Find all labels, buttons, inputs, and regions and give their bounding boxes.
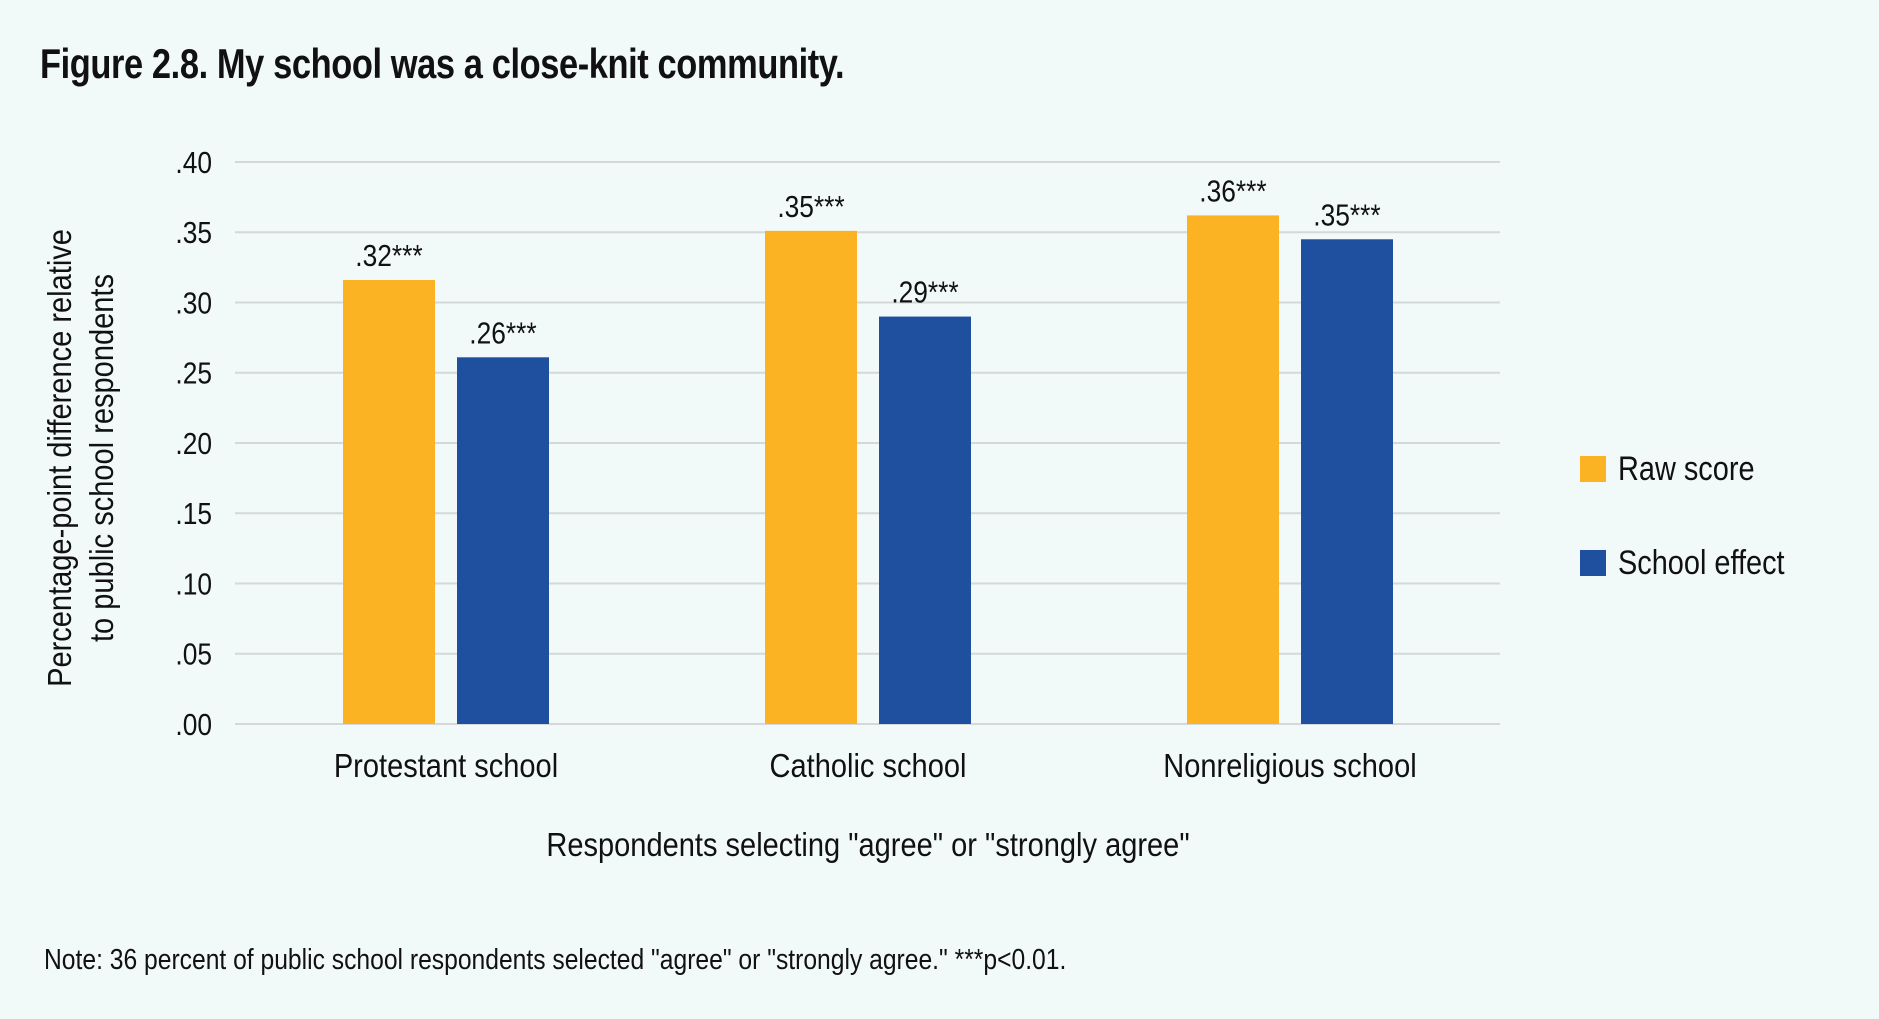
bar-raw-score: [1187, 215, 1279, 724]
y-tick-label: .20: [175, 427, 212, 461]
bar-school-effect: [879, 316, 971, 724]
bar-school-effect: [1301, 239, 1393, 724]
legend-label: Raw score: [1618, 449, 1755, 488]
legend-swatch-raw: [1580, 456, 1606, 482]
y-tick-label: .35: [175, 216, 212, 250]
y-axis-title: Percentage-point difference relative to …: [41, 229, 120, 687]
y-tick-label: .40: [175, 146, 212, 180]
y-tick-label: .15: [175, 497, 212, 531]
y-axis-title-line-2: to public school respondents: [83, 274, 120, 642]
y-tick-label: .25: [175, 357, 212, 391]
y-axis-title-line-1: Percentage-point difference relative: [41, 229, 78, 687]
data-label: .35***: [777, 190, 844, 224]
y-tick-label: .10: [175, 568, 212, 602]
bar-raw-score: [765, 230, 857, 724]
footnote: Note: 36 percent of public school respon…: [44, 944, 1067, 976]
bar-school-effect: [457, 357, 549, 724]
category-label: Nonreligious school: [1163, 747, 1416, 784]
data-label: .32***: [355, 239, 422, 273]
legend-item-school-effect: School effect: [1580, 540, 1814, 586]
y-tick-label: .00: [175, 708, 212, 742]
bars: .32*** .26*** .35*** .29*** .36*** .35***: [343, 174, 1393, 724]
legend: Raw score School effect: [1580, 446, 1814, 634]
data-label: .35***: [1313, 198, 1380, 232]
y-tick-labels: .00 .05 .10 .15 .20 .25 .30 .35 .40: [175, 146, 212, 742]
category-labels: Protestant school Catholic school Nonrelig…: [334, 747, 1417, 784]
gridlines: [235, 161, 1500, 725]
legend-swatch-effect: [1580, 550, 1606, 576]
data-label: .29***: [891, 276, 958, 310]
y-tick-label: .05: [175, 638, 212, 672]
data-label: .26***: [469, 316, 536, 350]
category-label: Catholic school: [770, 747, 967, 784]
legend-label: School effect: [1618, 543, 1785, 582]
chart-title: Figure 2.8. My school was a close-knit c…: [40, 40, 845, 87]
category-label: Protestant school: [334, 747, 558, 784]
data-label: .36***: [1199, 174, 1266, 208]
legend-item-raw-score: Raw score: [1580, 446, 1814, 492]
x-axis-title: Respondents selecting "agree" or "strong…: [546, 826, 1189, 863]
y-tick-label: .30: [175, 287, 212, 321]
bar-raw-score: [343, 280, 435, 724]
